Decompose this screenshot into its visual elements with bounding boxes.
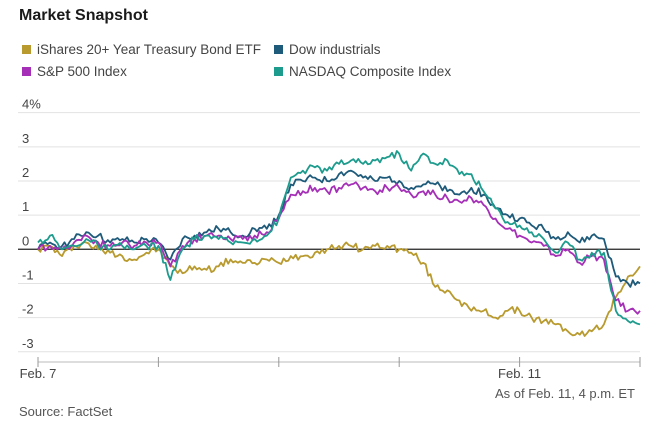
legend-swatch-sp500: [22, 67, 31, 76]
source-note: Source: FactSet: [19, 404, 113, 419]
legend-item-dow: Dow industrials: [274, 42, 381, 57]
legend-item-sp500: S&P 500 Index: [22, 64, 127, 79]
y-tick-label: -1: [22, 267, 34, 282]
series-line-2: [37, 181, 641, 315]
series-line-0: [37, 241, 641, 337]
legend-label-dow: Dow industrials: [289, 42, 381, 57]
legend-label-sp500: S&P 500 Index: [37, 64, 127, 79]
y-tick-label: 1: [22, 199, 29, 214]
x-tick-label: Feb. 7: [20, 366, 57, 381]
y-tick-label: 2: [22, 165, 29, 180]
legend-item-tlt: iShares 20+ Year Treasury Bond ETF: [22, 42, 261, 57]
legend-label-nasdaq: NASDAQ Composite Index: [289, 64, 452, 79]
x-tick-label: Feb. 11: [498, 366, 541, 381]
legend-item-nasdaq: NASDAQ Composite Index: [274, 64, 451, 79]
timestamp-note: As of Feb. 11, 4 p.m. ET: [495, 386, 635, 401]
y-tick-label: -3: [22, 336, 34, 351]
y-tick-label: -2: [22, 302, 34, 317]
y-tick-label: 0: [22, 233, 29, 248]
y-tick-label: 3: [22, 131, 29, 146]
y-tick-label: 4%: [22, 97, 41, 112]
legend-label-tlt: iShares 20+ Year Treasury Bond ETF: [37, 42, 262, 57]
legend-swatch-tlt: [22, 45, 31, 54]
series-line-3: [37, 150, 641, 326]
legend-swatch-dow: [274, 45, 283, 54]
chart-title: Market Snapshot: [19, 7, 148, 24]
chart-legend: iShares 20+ Year Treasury Bond ETF Dow i…: [22, 42, 622, 86]
legend-swatch-nasdaq: [274, 67, 283, 76]
